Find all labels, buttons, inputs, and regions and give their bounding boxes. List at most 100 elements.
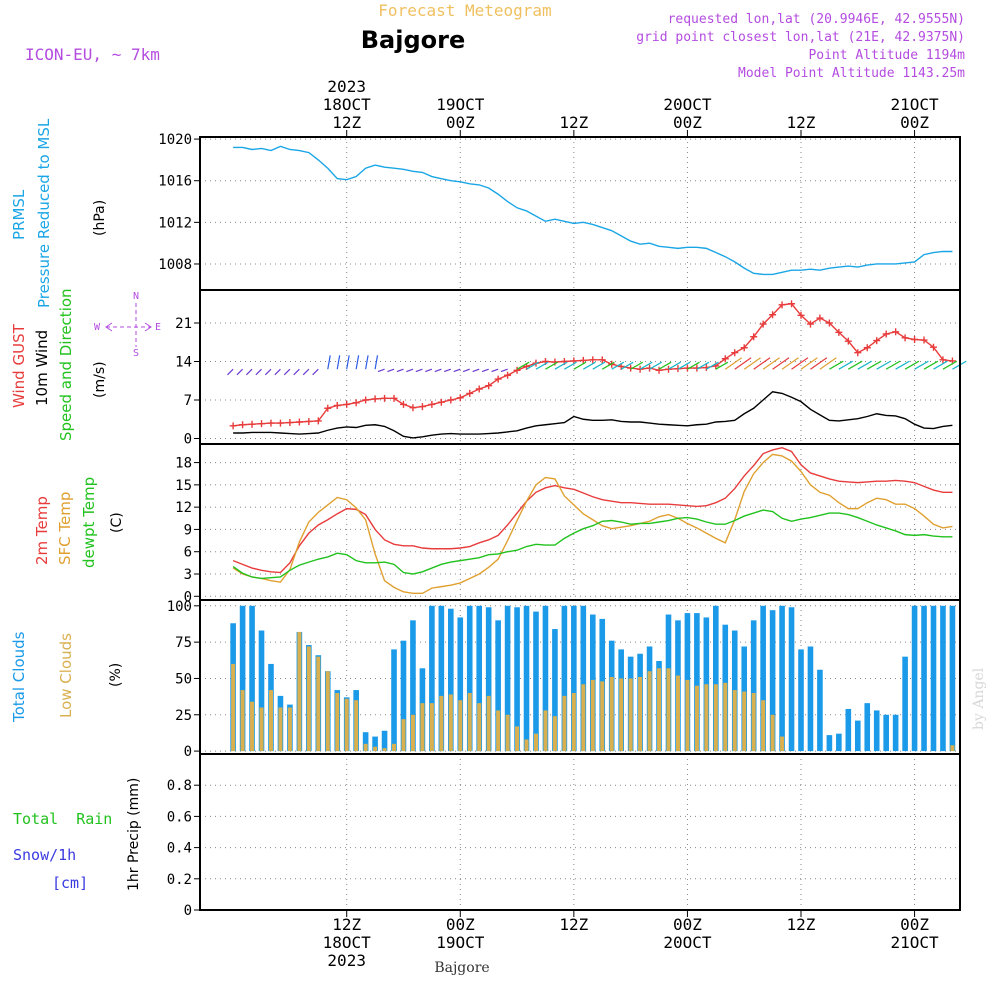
wind-direction-arrow	[620, 361, 634, 370]
low-cloud-bar	[297, 631, 302, 752]
wind-direction-arrow	[791, 357, 809, 370]
gust-marker	[286, 419, 294, 427]
low-cloud-bar	[685, 679, 690, 752]
sfc-temp-line	[232, 453, 953, 595]
y-tick-label: 1016	[158, 174, 192, 190]
gust-marker	[418, 403, 426, 411]
low-cloud-bar	[420, 703, 425, 752]
wind-direction-arrow	[706, 361, 719, 370]
top-axis-label: 21OCT	[890, 95, 939, 114]
low-cloud-bar	[344, 698, 349, 752]
prmsl-desc-label: Pressure Reduced to MSL	[35, 118, 53, 308]
total-cloud-bar	[438, 605, 445, 752]
wind-speed-dir-label: Speed and Direction	[57, 288, 75, 441]
total-cloud-bar	[448, 608, 454, 752]
wind-direction-arrow	[734, 357, 752, 370]
snow-unit-label: [cm]	[52, 874, 88, 892]
wind-10m-label: 10m Wind	[33, 330, 51, 406]
panel-2: 0 7 14 21	[175, 289, 967, 448]
low-cloud-bar	[448, 694, 453, 752]
wind-direction-arrow	[876, 360, 891, 370]
panel-frame	[199, 136, 961, 291]
wind-direction-arrow	[866, 360, 882, 370]
model-label: ICON-EU, ~ 7km	[25, 45, 160, 64]
wind-direction-arrow	[800, 357, 818, 370]
low-cloud-bar	[770, 714, 775, 752]
gust-marker	[267, 419, 275, 427]
y-tick-label: 100	[167, 599, 192, 615]
low-cloud-bar	[401, 719, 406, 752]
wind-direction-arrow	[377, 368, 385, 373]
temp-panel-labels: 2m Temp SFC Temp dewpt Temp (C)	[33, 477, 125, 568]
total-cloud-bar	[845, 708, 852, 752]
low-cloud-bar	[250, 701, 255, 752]
total-cloud-bar	[239, 605, 246, 752]
low-cloud-bar	[486, 695, 491, 752]
sfc-temp-label: SFC Temp	[56, 492, 74, 565]
gust-marker	[399, 400, 407, 408]
y-tick-label: 0	[184, 903, 192, 919]
wind-direction-arrow	[942, 360, 958, 370]
watermark: by Angel	[971, 667, 987, 730]
wind-direction-arrow	[481, 368, 489, 373]
gust-marker	[579, 356, 587, 364]
wind-gust-label: Wind GUST	[10, 323, 28, 408]
low-cloud-bar	[761, 700, 766, 752]
gust-marker	[381, 394, 389, 402]
total-cloud-bar	[779, 605, 785, 752]
total-cloud-bar	[561, 605, 568, 752]
grid-point-coords: grid point closest lon,lat (21E, 42.9375…	[636, 30, 965, 45]
low-cloud-bar	[581, 684, 586, 752]
low-cloud-bar	[628, 678, 633, 752]
low-cloud-bar	[543, 710, 548, 752]
dewpt-label: dewpt Temp	[80, 477, 98, 568]
total-cloud-bar	[429, 605, 435, 752]
low-cloud-bar	[458, 700, 463, 752]
low-cloud-bar	[259, 707, 264, 752]
gust-marker	[589, 356, 597, 364]
low-cloud-bar	[647, 671, 652, 752]
wind-unit-label: (m/s)	[92, 361, 108, 398]
low-cloud-bar	[354, 700, 359, 752]
low-cloud-bar	[713, 684, 718, 752]
gust-marker	[598, 356, 606, 364]
total-clouds-label: Total Clouds	[10, 631, 28, 723]
total-cloud-bar	[523, 605, 530, 752]
low-cloud-bar	[306, 646, 311, 752]
bottom-axis-label: 21OCT	[890, 933, 939, 952]
bottom-axis-label: 2023	[327, 951, 366, 970]
gust-marker	[485, 382, 493, 390]
wind-direction-arrow	[810, 357, 828, 370]
wind-direction-arrow	[434, 368, 442, 373]
gust-marker	[816, 314, 824, 322]
y-tick-label: 0.2	[167, 872, 192, 888]
y-tick-label: 1012	[158, 215, 192, 231]
total-cloud-bar	[854, 720, 861, 752]
gust-marker	[778, 301, 786, 309]
y-tick-label: 21	[175, 316, 192, 332]
low-cloud-bar	[590, 679, 595, 752]
bottom-axis-label: 00Z	[446, 915, 475, 934]
wind-panel-labels: Wind GUST 10m Wind Speed and Direction (…	[10, 288, 161, 441]
compass-north: N	[133, 291, 139, 302]
bottom-axis-label: 12Z	[332, 915, 361, 934]
low-cloud-bar	[675, 675, 680, 752]
wind-direction-arrow	[904, 360, 920, 370]
wind-direction-arrow	[255, 368, 262, 376]
wind-direction-arrow	[857, 360, 872, 370]
low-cloud-bar	[240, 690, 245, 752]
wind-direction-arrow	[453, 368, 461, 373]
wind-direction-arrow	[753, 357, 771, 370]
top-axis-label: 12Z	[332, 113, 361, 132]
wind-direction-arrow	[848, 360, 863, 370]
wind-direction-arrow	[658, 361, 672, 370]
low-cloud-bar	[410, 714, 415, 752]
y-tick-label: 9	[184, 522, 192, 538]
gust-marker	[333, 402, 341, 409]
gust-marker	[305, 417, 313, 425]
low-cloud-bar	[694, 685, 699, 752]
gust-marker	[721, 355, 729, 363]
dewpt-temp-line	[232, 509, 953, 580]
total-cloud-bar	[552, 629, 558, 752]
total-cloud-bar	[873, 710, 880, 752]
